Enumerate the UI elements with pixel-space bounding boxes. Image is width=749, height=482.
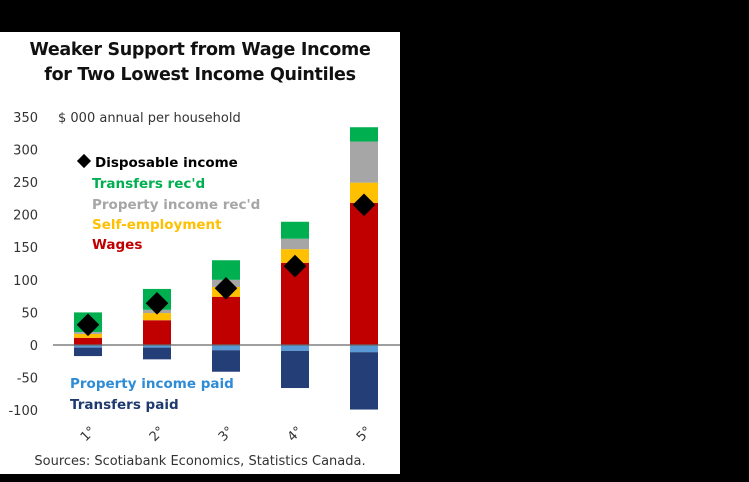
x-tick-label: 1° — [78, 424, 99, 445]
y-tick-label: 150 — [13, 241, 38, 256]
bar-segment — [212, 350, 240, 372]
title-line-2: for Two Lowest Income Quintiles — [44, 65, 356, 85]
legend-transfers-paid: Transfers paid — [70, 397, 179, 413]
y-tick-label: 0 — [30, 339, 38, 354]
bar-segment — [350, 202, 378, 345]
bar-segment — [350, 345, 378, 353]
bar-segment — [74, 347, 102, 357]
bar-segment — [350, 141, 378, 183]
diamond-icon — [76, 313, 100, 337]
legend-wages: Wages — [92, 237, 142, 253]
chart-panel — [0, 32, 400, 474]
bar-segment — [281, 221, 309, 239]
unit-label: $ 000 annual per household — [58, 111, 241, 126]
y-tick-label: 300 — [13, 143, 38, 158]
bar-segment — [212, 260, 240, 280]
y-tick-label: -50 — [17, 372, 38, 387]
bar-segment — [281, 350, 309, 389]
bar-segment — [350, 182, 378, 203]
y-tick-label: 200 — [13, 209, 38, 224]
x-tick-label: 3° — [216, 424, 237, 445]
bar-segment — [212, 296, 240, 345]
y-axis-ticks: 350 300 250 200 150 100 50 0 -50 -100 — [8, 111, 38, 419]
bar-segment — [74, 337, 102, 345]
diamond-icon — [283, 254, 307, 278]
title-line-1: Weaker Support from Wage Income — [29, 40, 371, 60]
y-tick-label: 50 — [21, 306, 38, 321]
bars — [74, 127, 378, 410]
bar-segment — [212, 345, 240, 351]
x-tick-label: 4° — [285, 424, 306, 445]
bar-segment — [350, 352, 378, 410]
bar-segment — [350, 127, 378, 142]
legend-property-recd: Property income rec'd — [92, 197, 260, 213]
bar-segment — [143, 320, 171, 345]
bar-segment — [281, 345, 309, 351]
legend-transfers-recd: Transfers rec'd — [92, 176, 205, 192]
bar-segment — [143, 347, 171, 360]
bar-segment — [143, 345, 171, 348]
bar-segment — [281, 238, 309, 250]
y-tick-label: 350 — [13, 111, 38, 126]
bar-segment — [74, 345, 102, 348]
bar-segment — [143, 313, 171, 321]
source-note: Sources: Scotiabank Economics, Statistic… — [34, 454, 366, 469]
x-tick-label: 5° — [354, 424, 375, 445]
chart-title: Weaker Support from Wage Income for Two … — [0, 38, 400, 88]
legend-top: Disposable income Transfers rec'd Proper… — [76, 153, 260, 253]
diamond-icon — [76, 153, 92, 169]
x-axis-labels: 1° 2° 3° 4° 5° — [78, 424, 375, 445]
legend-property-paid: Property income paid — [70, 376, 234, 392]
y-tick-label: -100 — [8, 404, 38, 419]
legend-bottom: Property income paid Transfers paid — [70, 376, 234, 413]
legend-self-employment: Self-employment — [92, 217, 222, 233]
legend-disposable: Disposable income — [95, 155, 238, 171]
x-tick-label: 2° — [147, 424, 168, 445]
y-tick-label: 100 — [13, 274, 38, 289]
y-tick-label: 250 — [13, 176, 38, 191]
